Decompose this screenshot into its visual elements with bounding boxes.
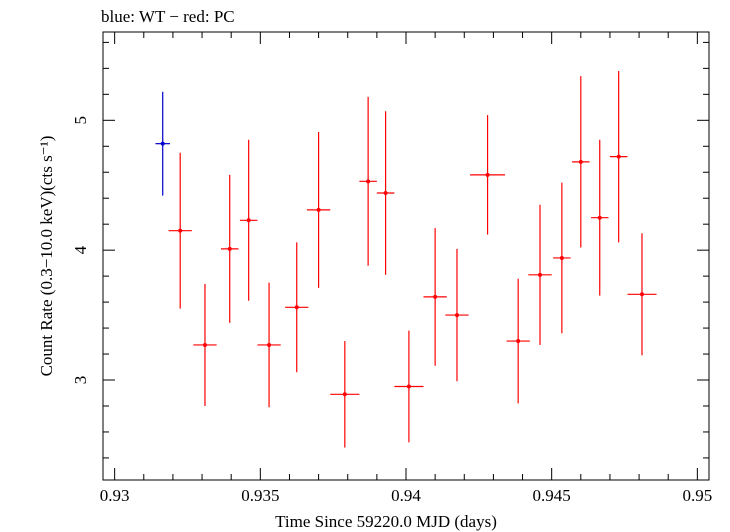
series-wt bbox=[155, 91, 171, 196]
point-marker bbox=[433, 294, 438, 299]
axis-ticks bbox=[103, 32, 709, 480]
data-point bbox=[572, 76, 590, 248]
x-tick-label: 0.94 bbox=[391, 486, 421, 505]
data-point bbox=[376, 111, 395, 275]
data-point bbox=[591, 139, 609, 296]
x-tick-label: 0.935 bbox=[241, 486, 279, 505]
data-point bbox=[394, 330, 424, 443]
point-marker bbox=[246, 218, 251, 223]
data-point bbox=[445, 248, 469, 382]
data-points bbox=[155, 70, 657, 448]
y-axis-label: Count Rate (0.3−10.0 keV)(cts s⁻¹) bbox=[37, 136, 56, 377]
data-point bbox=[627, 233, 657, 356]
point-marker bbox=[267, 342, 272, 347]
data-point bbox=[257, 282, 281, 408]
point-marker bbox=[616, 154, 621, 159]
point-marker bbox=[202, 342, 207, 347]
point-marker bbox=[454, 313, 459, 318]
x-tick-label: 0.95 bbox=[682, 486, 712, 505]
x-tick-labels: 0.93 0.935 0.94 0.945 0.95 bbox=[100, 486, 712, 505]
y-tick-label: 4 bbox=[71, 245, 90, 254]
point-marker bbox=[406, 384, 411, 389]
data-point bbox=[239, 139, 258, 301]
point-marker bbox=[316, 207, 321, 212]
data-point bbox=[285, 242, 309, 373]
chart-title: blue: WT − red: PC bbox=[101, 7, 235, 26]
data-point bbox=[359, 96, 377, 266]
data-point bbox=[155, 91, 171, 196]
data-point bbox=[423, 228, 447, 366]
y-tick-labels: 3 4 5 bbox=[71, 116, 90, 384]
data-point bbox=[193, 283, 217, 406]
data-point bbox=[330, 341, 360, 448]
point-marker bbox=[160, 141, 165, 146]
point-marker bbox=[383, 191, 388, 196]
point-marker bbox=[178, 228, 183, 233]
point-marker bbox=[639, 292, 644, 297]
data-point bbox=[609, 70, 628, 243]
series-pc bbox=[168, 70, 657, 448]
point-marker bbox=[227, 246, 232, 251]
x-axis-label: Time Since 59220.0 MJD (days) bbox=[275, 512, 497, 531]
data-point bbox=[220, 174, 239, 323]
point-marker bbox=[485, 172, 490, 177]
point-marker bbox=[294, 305, 299, 310]
y-tick-label: 5 bbox=[71, 116, 90, 125]
point-marker bbox=[597, 215, 602, 220]
y-tick-label: 3 bbox=[71, 376, 90, 385]
point-marker bbox=[559, 255, 564, 260]
data-point bbox=[306, 131, 331, 288]
x-tick-label: 0.93 bbox=[100, 486, 130, 505]
data-point bbox=[553, 182, 571, 334]
point-marker bbox=[578, 159, 583, 164]
data-point bbox=[168, 152, 192, 309]
point-marker bbox=[366, 179, 371, 184]
data-point bbox=[528, 204, 552, 345]
data-point bbox=[506, 278, 530, 404]
point-marker bbox=[342, 392, 347, 397]
data-point bbox=[470, 115, 506, 235]
point-marker bbox=[516, 339, 521, 344]
point-marker bbox=[538, 272, 543, 277]
x-tick-label: 0.945 bbox=[533, 486, 571, 505]
